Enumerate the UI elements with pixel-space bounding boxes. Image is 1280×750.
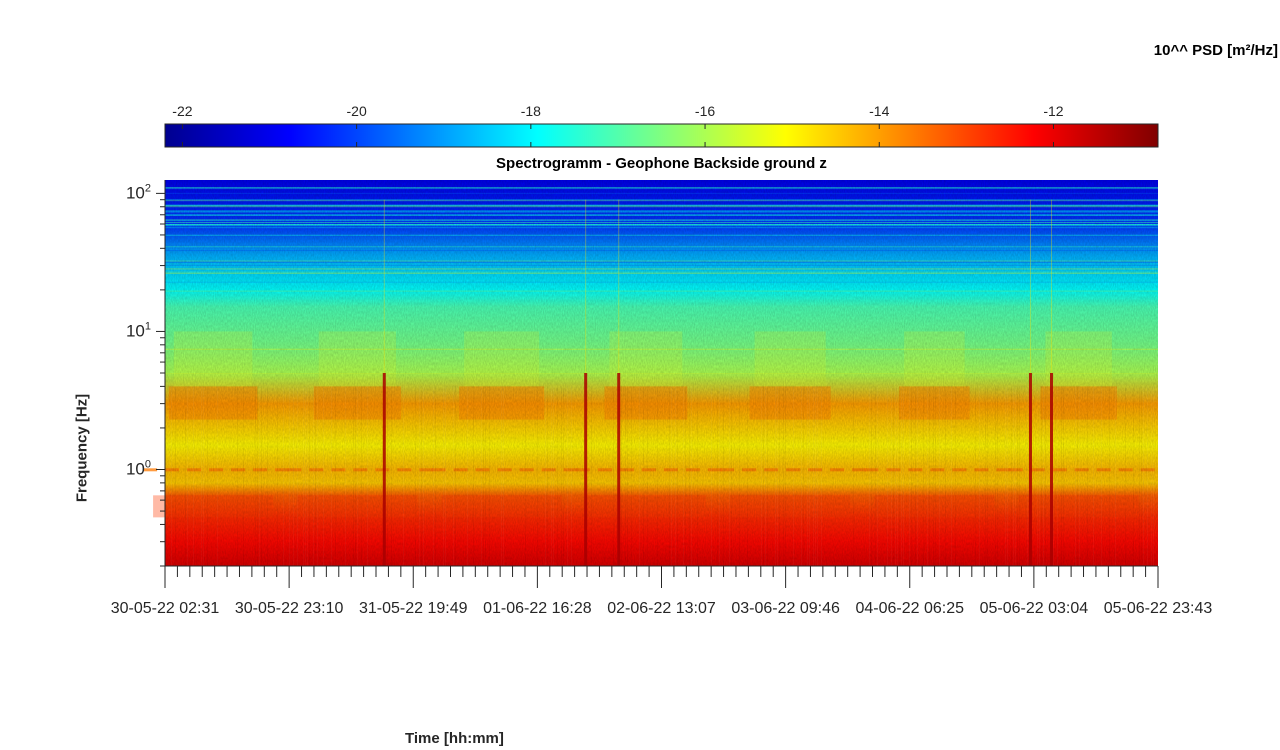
heatmap-image bbox=[143, 180, 1158, 566]
transient-event bbox=[383, 199, 385, 373]
transient-event bbox=[618, 199, 620, 373]
colorbar-frame bbox=[164, 123, 1159, 148]
y-tick-label: 102 bbox=[126, 182, 151, 202]
x-tick-label: 04-06-22 06:25 bbox=[855, 600, 964, 617]
x-tick-label: 30-05-22 02:31 bbox=[111, 600, 220, 617]
colorbar-tick-label: -14 bbox=[869, 103, 889, 119]
colorbar-tick-label: -18 bbox=[521, 103, 541, 119]
transient-event bbox=[584, 373, 588, 566]
x-tick-label: 31-05-22 19:49 bbox=[359, 600, 468, 617]
colorbar-tick-label: -12 bbox=[1043, 103, 1063, 119]
colorbar: -22 -20 -18 -16 -14 -12 bbox=[164, 103, 1159, 148]
transient-event bbox=[1051, 199, 1053, 373]
colorbar-tick-label: -16 bbox=[695, 103, 715, 119]
chart-title: Spectrogramm - Geophone Backside ground … bbox=[496, 155, 827, 172]
colorbar-tick-label: -22 bbox=[172, 103, 192, 119]
x-tick-label: 30-05-22 23:10 bbox=[235, 600, 344, 617]
x-tick-label: 05-06-22 03:04 bbox=[980, 600, 1089, 617]
x-tick-label: 02-06-22 13:07 bbox=[607, 600, 716, 617]
transient-event bbox=[382, 373, 386, 566]
colorbar-tick-label: -20 bbox=[347, 103, 367, 119]
transient-event bbox=[585, 199, 587, 373]
x-tick-label: 01-06-22 16:28 bbox=[483, 600, 592, 617]
x-tick-label: 05-06-22 23:43 bbox=[1104, 600, 1213, 617]
transient-event bbox=[1029, 199, 1031, 373]
y-tick-label: 101 bbox=[126, 320, 151, 340]
x-axis-label: Time [hh:mm] bbox=[405, 730, 504, 747]
transient-event bbox=[1028, 373, 1032, 566]
colorbar-gradient bbox=[165, 124, 1158, 147]
axes: 100 101 102 30-05-22 02:31 30-05-22 23:10 31-… bbox=[111, 180, 1213, 617]
noise-texture bbox=[165, 180, 1158, 566]
transient-event bbox=[1050, 373, 1054, 566]
colorbar-label: 10^^ PSD [m²/Hz] bbox=[1153, 42, 1278, 59]
y-tick-label: 100 bbox=[126, 459, 151, 479]
x-tick-label: 03-06-22 09:46 bbox=[731, 600, 840, 617]
transient-event bbox=[617, 373, 621, 566]
one-hz-band-segment bbox=[143, 468, 158, 472]
